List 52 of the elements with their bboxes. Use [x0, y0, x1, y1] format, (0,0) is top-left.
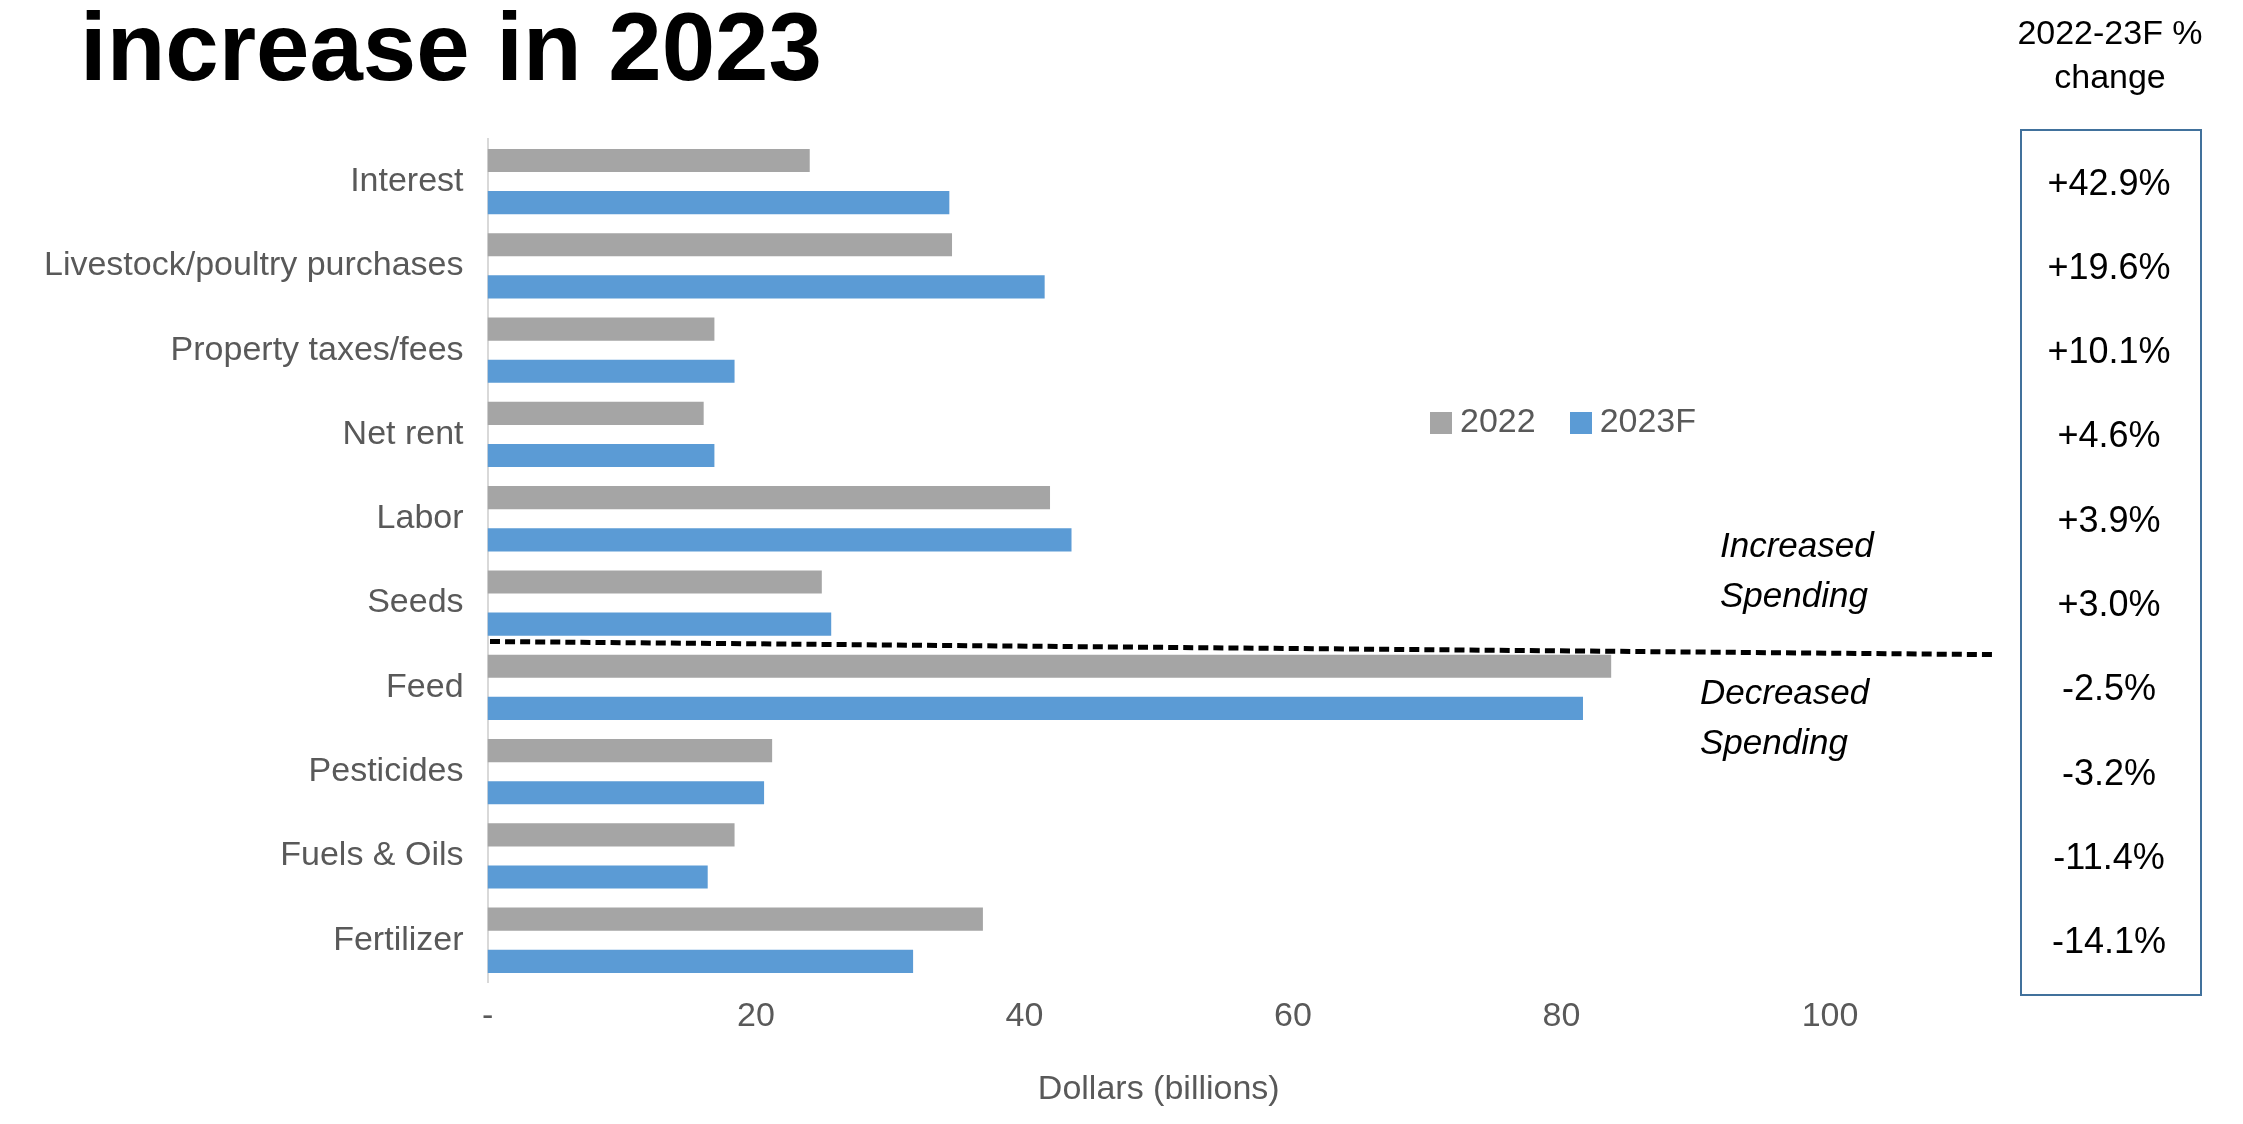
y-tick-label: Seeds — [367, 581, 464, 620]
y-tick-label: Feed — [386, 665, 464, 704]
text: +19.6% — [2046, 245, 2172, 288]
text: +4.6% — [2056, 414, 2162, 457]
legend-label: 2023F — [1598, 400, 1697, 440]
x-axis-title: Dollars (billions) — [1037, 1067, 1280, 1106]
text: +3.9% — [2056, 498, 2162, 541]
bar — [487, 401, 704, 425]
bar — [487, 612, 832, 636]
y-tick-label: Net rent — [342, 412, 465, 451]
bar — [487, 823, 735, 847]
bar — [487, 949, 914, 973]
text: +3.0% — [2056, 583, 2162, 626]
bar — [487, 907, 983, 931]
bar — [487, 696, 1583, 721]
annotation: Decreased Spending — [1700, 671, 1871, 764]
bar — [487, 148, 810, 173]
text: +42.9% — [2046, 161, 2172, 204]
bar — [487, 233, 953, 257]
y-tick-label: Labor — [376, 497, 464, 536]
text: -3.2% — [2060, 751, 2157, 794]
y-tick-label: Property taxes/fees — [170, 328, 464, 367]
y-tick-label: Livestock/poultry purchases — [43, 244, 464, 283]
bar — [487, 570, 822, 594]
y-tick-label: Fertilizer — [333, 918, 464, 957]
x-tick-label: 20 — [737, 995, 775, 1034]
bar — [487, 486, 1051, 510]
x-tick-label: 60 — [1274, 995, 1312, 1034]
bar — [487, 359, 735, 383]
bar — [487, 317, 715, 341]
y-tick-label: Interest — [350, 159, 465, 198]
legend-label: 2022 — [1459, 400, 1536, 440]
bar — [487, 528, 1072, 552]
y-tick-label: Pesticides — [308, 750, 464, 789]
x-tick-label: 40 — [1005, 995, 1044, 1034]
text: -2.5% — [2060, 667, 2157, 710]
bar — [487, 191, 950, 215]
bar — [487, 275, 1045, 299]
x-tick-label: 80 — [1542, 995, 1581, 1034]
text: -14.1% — [2050, 920, 2168, 963]
bar — [487, 443, 715, 468]
x-tick-label: - — [481, 995, 494, 1034]
text: +10.1% — [2046, 330, 2172, 373]
chart-title: increase in 2023 — [80, 0, 822, 102]
text: -11.4% — [2052, 835, 2166, 878]
bar — [487, 738, 773, 763]
text: 2022-23F % change — [2016, 12, 2204, 97]
x-tick-label: 100 — [1801, 995, 1859, 1034]
y-tick-label: Fuels & Oils — [280, 834, 464, 873]
bar — [487, 865, 708, 889]
bar — [487, 781, 765, 805]
annotation: Increased Spending — [1720, 524, 1876, 617]
